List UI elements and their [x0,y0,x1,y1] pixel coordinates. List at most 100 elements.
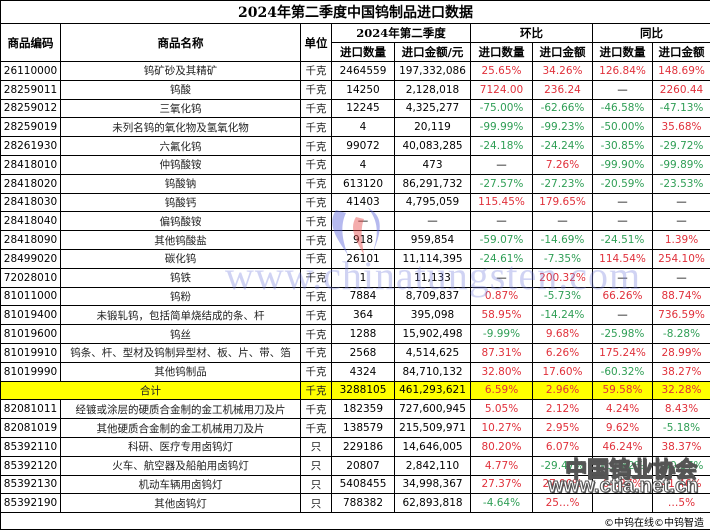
cell-name: 机动车辆用卤钨灯 [61,475,301,494]
cell-yoy-qty: 4.24% [593,400,653,419]
header-yoy-amount: 进口金额 [653,43,710,62]
cell-unit: 千克 [301,137,332,156]
cell-unit: 千克 [301,287,332,306]
cell-code: 72028010 [1,268,61,287]
header-mom: 环比 [471,24,593,43]
cell-amount: — [395,212,471,231]
cell-yoy-amount: -5.18% [653,419,710,438]
cell-amount: 34,998,367 [395,475,471,494]
cell-yoy-amount: -29.72% [653,137,710,156]
cell-name: 钨矿砂及其精矿 [61,62,301,81]
cell-amount: 8,709,837 [395,287,471,306]
header-unit: 单位 [301,24,332,62]
cell-name: 仲钨酸铵 [61,155,301,174]
cell-mom-amount: -24.24% [533,137,593,156]
cell-yoy-amount: 38.27% [653,362,710,381]
cell-unit: 只 [301,437,332,456]
cell-unit: 千克 [301,62,332,81]
cell-mom-qty: 58.95% [471,306,533,325]
cell-unit: 千克 [301,419,332,438]
cell-unit: 千克 [301,118,332,137]
cell-unit: 千克 [301,193,332,212]
cell-mom-amount: 179.65% [533,193,593,212]
cell-code: 26110000 [1,62,61,81]
cell-amount: 461,293,621 [395,381,471,400]
cell-mom-qty: -24.61% [471,249,533,268]
cell-unit: 千克 [301,174,332,193]
cell-qty: 788382 [332,494,395,513]
cell-mom-qty: 4.77% [471,456,533,475]
cell-yoy-qty: 114.54% [593,249,653,268]
cell-yoy-qty: -12.62% [593,456,653,475]
cell-qty: 4324 [332,362,395,381]
cell-qty: 613120 [332,174,395,193]
cell-yoy-amount: 254.10% [653,249,710,268]
cell-yoy-qty: — [593,193,653,212]
cell-yoy-qty: -60.32% [593,362,653,381]
cell-mom-qty: — [471,268,533,287]
cell-code: 28418090 [1,231,61,250]
cell-mom-amount: 200.32% [533,268,593,287]
cell-yoy-qty: 9.62% [593,419,653,438]
cell-name: 其他钨制品 [61,362,301,381]
cell-yoy-amount: — [653,268,710,287]
cell-amount: 727,600,945 [395,400,471,419]
cell-yoy-qty: 126.84% [593,62,653,81]
cell-amount: 20,119 [395,118,471,137]
cell-yoy-qty: — [593,268,653,287]
cell-yoy-qty: — [593,212,653,231]
cell-code: 81019400 [1,306,61,325]
cell-name: 偏钨酸铵 [61,212,301,231]
cell-mom-qty: 27.37% [471,475,533,494]
cell-code: 28418040 [1,212,61,231]
cell-yoy-amount: 148.69% [653,62,710,81]
cell-qty: 1 [332,268,395,287]
cell-yoy-qty: -50.00% [593,118,653,137]
page-title: 2024年第二季度中国钨制品进口数据 [1,1,710,24]
cell-mom-qty: -24.18% [471,137,533,156]
cell-qty: 182359 [332,400,395,419]
cell-yoy-qty: — [593,306,653,325]
cell-unit: 千克 [301,99,332,118]
cell-qty: 7884 [332,287,395,306]
cell-yoy-qty: -30.85% [593,137,653,156]
cell-amount: 15,902,498 [395,325,471,344]
cell-amount: 62,893,818 [395,494,471,513]
cell-name: 其他钨酸盐 [61,231,301,250]
cell-mom-amount: 7.26% [533,155,593,174]
cell-yoy-amount: 41.46% [653,475,710,494]
cell-yoy-qty: — [593,80,653,99]
cell-unit: 千克 [301,231,332,250]
cell-yoy-amount: 88.74% [653,287,710,306]
cell-mom-qty: -59.07% [471,231,533,250]
cell-mom-amount: 2.95% [533,419,593,438]
cell-unit: 只 [301,456,332,475]
cell-yoy-amount: -99.89% [653,155,710,174]
cell-yoy-amount: -47.13% [653,99,710,118]
header-mom-amount: 进口金额 [533,43,593,62]
cell-name: 碳化钨 [61,249,301,268]
cell-yoy-qty: -20.59% [593,174,653,193]
cell-code: 28261930 [1,137,61,156]
cell-name: 钨酸 [61,80,301,99]
cell-code: 85392110 [1,437,61,456]
cell-code: 28418030 [1,193,61,212]
cell-code: 28259011 [1,80,61,99]
cell-code: 28418010 [1,155,61,174]
cell-yoy-qty: 64.27% [593,475,653,494]
